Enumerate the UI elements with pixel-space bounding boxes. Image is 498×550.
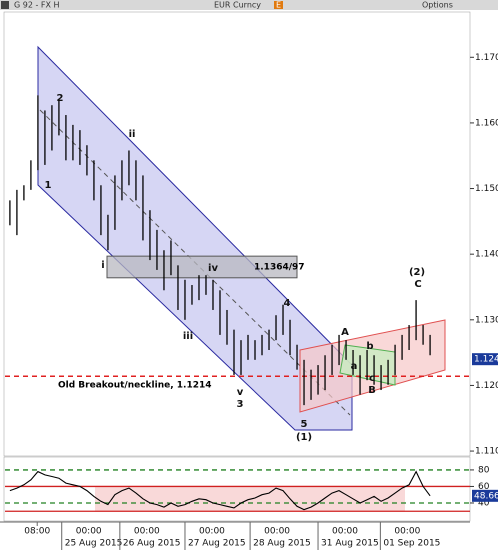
rsi-line xyxy=(9,470,431,511)
y-tick-label: 1.110 xyxy=(475,447,498,457)
e-button[interactable] xyxy=(274,1,283,9)
rsi-tick-label: 60 xyxy=(478,482,490,492)
e-label: E xyxy=(276,1,281,10)
last-price-box xyxy=(472,353,498,366)
y-tick-label: 1.150 xyxy=(475,184,498,194)
y-tick-label: 1.140 xyxy=(475,250,498,260)
resistance-zone xyxy=(106,255,298,279)
wave-label: ii xyxy=(129,129,136,140)
x-tick-date: 27 Aug 2015 xyxy=(188,539,246,549)
options[interactable]: Options xyxy=(422,1,453,10)
wave-label: A xyxy=(341,327,349,338)
x-tick-label: 00:00 xyxy=(332,527,358,537)
wave-label: 4 xyxy=(284,298,291,309)
zone-label: 1.1364/97 xyxy=(254,262,305,272)
rsi-tick-label: 40 xyxy=(478,498,490,508)
x-tick-label: 00:00 xyxy=(264,527,290,537)
wave-label: 2 xyxy=(57,93,64,104)
rsi-last-label: 48.66 xyxy=(474,491,498,501)
x-tick-label: 08:00 xyxy=(24,527,50,537)
y-tick-label: 1.120 xyxy=(475,381,498,391)
wave-label: a xyxy=(351,361,358,372)
wave-label: v xyxy=(237,387,244,398)
wave-label: iv xyxy=(208,263,218,274)
x-tick-date: 01 Sep 2015 xyxy=(383,539,440,549)
wave-label: C xyxy=(414,279,421,290)
wave-label: 3 xyxy=(237,399,244,410)
y-tick-label: 1.160 xyxy=(475,118,498,128)
x-tick-date: 31 Aug 2015 xyxy=(321,539,379,549)
wave-label: b xyxy=(366,341,373,352)
wave-label: iii xyxy=(183,331,193,342)
wave-label: 1 xyxy=(45,180,52,191)
wave-label: (2) xyxy=(409,267,425,278)
wave-label: 5 xyxy=(301,419,308,430)
x-tick-label: 00:00 xyxy=(199,527,225,537)
x-tick-label: 00:00 xyxy=(134,527,160,537)
y-tick-label: 1.130 xyxy=(475,315,498,325)
security[interactable]: EUR Curncy xyxy=(214,1,261,10)
x-tick-label: 00:00 xyxy=(394,527,420,537)
x-tick-date: 28 Aug 2015 xyxy=(253,539,311,549)
y-tick-label: 1.170 xyxy=(475,53,498,63)
menu-button[interactable] xyxy=(1,1,9,9)
breakout-label: Old Breakout/neckline, 1.1214 xyxy=(58,381,212,391)
toolbar xyxy=(0,0,498,10)
header-left: G 92 - FX H xyxy=(14,1,60,10)
x-tick-label: 00:00 xyxy=(76,527,102,537)
rsi-last-box xyxy=(472,489,498,502)
x-tick-date: 25 Aug 2015 xyxy=(65,539,123,549)
rsi-tick-label: 80 xyxy=(478,465,490,475)
wave-label: i xyxy=(101,260,104,271)
last-price-label: 1.124 xyxy=(474,355,498,365)
x-tick-date: 26 Aug 2015 xyxy=(123,539,181,549)
wave-label: B xyxy=(368,385,376,396)
wave-label: (1) xyxy=(296,432,312,443)
wave-label: c xyxy=(369,373,375,384)
